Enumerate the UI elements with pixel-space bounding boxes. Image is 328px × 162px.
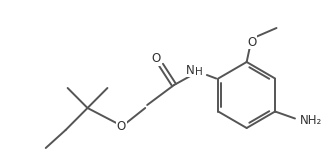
Text: O: O bbox=[247, 35, 256, 48]
Text: O: O bbox=[152, 52, 161, 65]
Text: H: H bbox=[195, 67, 203, 77]
Text: N: N bbox=[186, 64, 195, 76]
Text: O: O bbox=[117, 120, 126, 133]
Text: NH₂: NH₂ bbox=[300, 114, 322, 127]
